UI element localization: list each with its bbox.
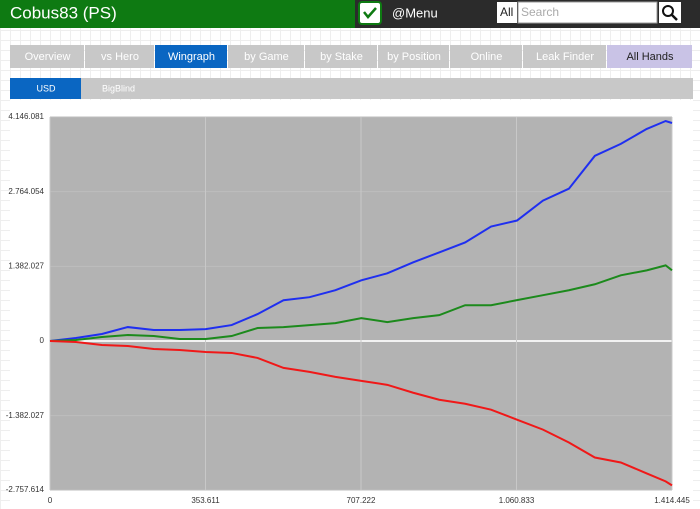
tab-label: by Stake bbox=[320, 51, 363, 63]
search-placeholder: Search bbox=[521, 5, 559, 19]
tab-label: vs Hero bbox=[101, 51, 139, 63]
tab[interactable] bbox=[607, 45, 692, 68]
search-input[interactable] bbox=[517, 1, 658, 24]
tab[interactable] bbox=[228, 45, 304, 68]
menu[interactable]: @Menu bbox=[392, 5, 438, 20]
tab[interactable] bbox=[85, 45, 154, 68]
x-tick-label: 0 bbox=[48, 496, 53, 505]
y-tick-label: -1.382.027 bbox=[6, 411, 45, 420]
y-tick-label: -2.757.614 bbox=[6, 485, 45, 494]
y-tick-label: 1.382.027 bbox=[8, 261, 44, 270]
tab[interactable] bbox=[10, 45, 84, 68]
tab-label: by Game bbox=[244, 51, 289, 63]
subtab[interactable] bbox=[10, 78, 81, 99]
title-bar bbox=[0, 0, 355, 28]
tab-label: by Position bbox=[387, 51, 441, 63]
tab[interactable] bbox=[378, 45, 449, 68]
y-tick-label: 0 bbox=[40, 336, 45, 345]
subtab[interactable] bbox=[82, 78, 154, 99]
tab[interactable] bbox=[523, 45, 606, 68]
x-tick-label: 1.414.445 bbox=[654, 496, 690, 505]
filter-label: All bbox=[500, 5, 513, 19]
check-mark bbox=[363, 7, 377, 19]
subtab-label: USD bbox=[36, 83, 56, 93]
tab[interactable] bbox=[450, 45, 522, 68]
series-line bbox=[49, 340, 673, 487]
account-title: Cobus83 (PS) bbox=[10, 3, 117, 22]
x-tick-label: 707.222 bbox=[347, 496, 376, 505]
tab[interactable] bbox=[305, 45, 377, 68]
filter-select[interactable] bbox=[497, 2, 517, 23]
tab[interactable] bbox=[155, 45, 227, 68]
tab-label: All Hands bbox=[626, 51, 674, 63]
tab-label: Overview bbox=[25, 51, 71, 63]
search-icon-handle bbox=[671, 14, 678, 21]
subtab-label: BigBlind bbox=[102, 83, 135, 93]
search-icon bbox=[662, 5, 674, 17]
y-tick-label: 4.146.081 bbox=[8, 112, 44, 121]
tab-label: Online bbox=[471, 51, 503, 63]
x-tick-label: 353.611 bbox=[191, 496, 220, 505]
series-line bbox=[49, 264, 673, 343]
series-line bbox=[49, 119, 673, 343]
subtab-bar bbox=[10, 78, 693, 99]
tab-label: Wingraph bbox=[168, 51, 215, 63]
y-tick-label: 2.764.054 bbox=[8, 187, 44, 196]
tab-label: Leak Finder bbox=[536, 51, 594, 63]
x-tick-label: 1.060.833 bbox=[499, 496, 535, 505]
